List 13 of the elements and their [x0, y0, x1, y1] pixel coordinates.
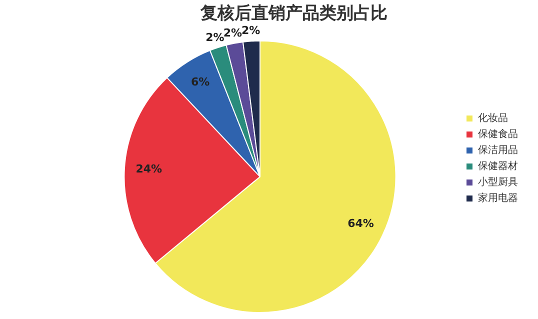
data-label: 24% [136, 162, 162, 176]
data-label: 64% [348, 216, 374, 230]
chart-title: 复核后直销产品类别占比 [200, 4, 388, 24]
legend-label: 化妆品 [478, 112, 508, 124]
legend-label: 保健食品 [478, 128, 518, 140]
data-label: 6% [190, 76, 210, 89]
data-label: 2% [242, 24, 260, 38]
legend-label: 小型厨具 [478, 176, 518, 188]
legend-label: 保健器材 [478, 160, 518, 172]
legend-label: 家用电器 [478, 192, 518, 204]
legend-label: 保洁用品 [478, 144, 518, 156]
data-label: 2% [223, 26, 242, 40]
data-label: 2% [206, 30, 224, 44]
